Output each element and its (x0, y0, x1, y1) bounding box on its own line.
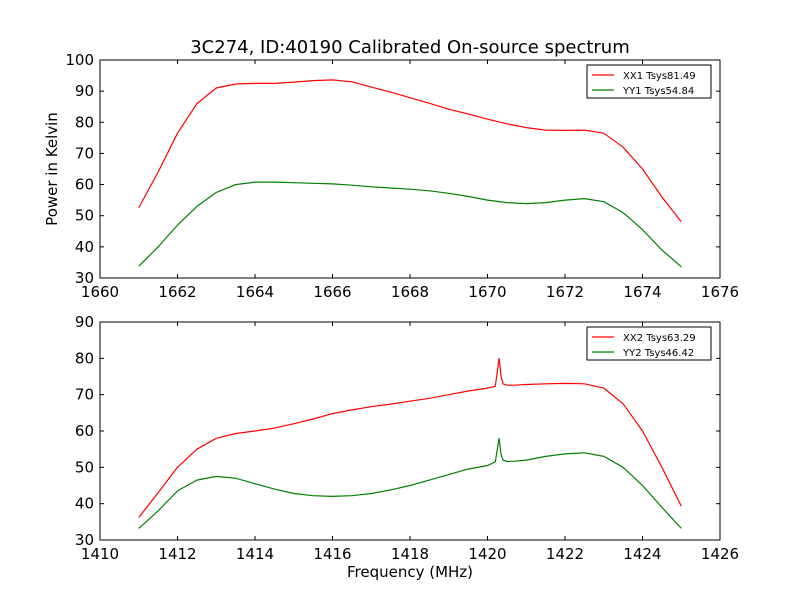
legend-label: YY1 Tsys54.84 (622, 86, 694, 97)
legend-label: XX1 Tsys81.49 (623, 71, 696, 82)
x-tick-label: 1676 (701, 283, 739, 301)
x-tick-label: 1424 (623, 545, 661, 563)
y-tick-label: 70 (75, 144, 94, 162)
y-tick-label: 60 (75, 422, 94, 440)
x-tick-label: 1660 (81, 283, 119, 301)
series-line-xx (138, 357, 682, 518)
x-tick-label: 1422 (546, 545, 584, 563)
x-tick-label: 1672 (546, 283, 584, 301)
y-tick-label: 70 (75, 386, 94, 404)
y-tick-label: 100 (65, 51, 94, 69)
y-tick-label: 40 (75, 238, 94, 256)
x-tick-label: 1670 (468, 283, 506, 301)
x-axis-label: Frequency (MHz) (347, 563, 473, 581)
bottom-panel: 1410 1412 1414 1416 1418 1420 1422 1424 1426 30 40… (75, 313, 739, 581)
y-tick-label: 30 (75, 531, 94, 549)
x-tick-label: 1426 (701, 545, 739, 563)
top-panel: 1660 1662 1664 1666 1668 1670 1672 1674 1676 30 40… (43, 51, 739, 301)
series-line-yy (138, 437, 682, 529)
legend: XX2 Tsys63.29 YY2 Tsys46.42 (586, 326, 712, 361)
x-tick-label: 1418 (391, 545, 429, 563)
x-tick-label: 1668 (391, 283, 429, 301)
y-tick-label: 80 (75, 113, 94, 131)
x-tick-label: 1666 (313, 283, 351, 301)
y-tick-label: 80 (75, 349, 94, 367)
x-tick-label: 1416 (313, 545, 351, 563)
y-tick-label: 50 (75, 458, 94, 476)
x-tick-label: 1410 (81, 545, 119, 563)
y-tick-label: 40 (75, 495, 94, 513)
y-tick-label: 60 (75, 176, 94, 194)
x-tick-label: 1664 (236, 283, 274, 301)
figure-title: 3C274, ID:40190 Calibrated On-source spe… (190, 37, 630, 58)
series-line-yy (138, 181, 682, 268)
y-tick-label: 90 (75, 82, 94, 100)
x-tick-label: 1420 (468, 545, 506, 563)
y-tick-label: 90 (75, 313, 94, 331)
y-tick-label: 30 (75, 269, 94, 287)
x-tick-label: 1662 (158, 283, 196, 301)
legend: XX1 Tsys81.49 YY1 Tsys54.84 (586, 64, 712, 99)
legend-box (586, 64, 712, 99)
legend-box (586, 326, 712, 361)
y-tick-label: 50 (75, 207, 94, 225)
legend-label: YY2 Tsys46.42 (622, 348, 694, 359)
x-tick-label: 1674 (623, 283, 661, 301)
x-tick-label: 1412 (158, 545, 196, 563)
legend-label: XX2 Tsys63.29 (623, 333, 696, 344)
series-line-xx (138, 79, 682, 223)
x-tick-label: 1414 (236, 545, 274, 563)
y-axis-label: Power in Kelvin (43, 112, 61, 226)
